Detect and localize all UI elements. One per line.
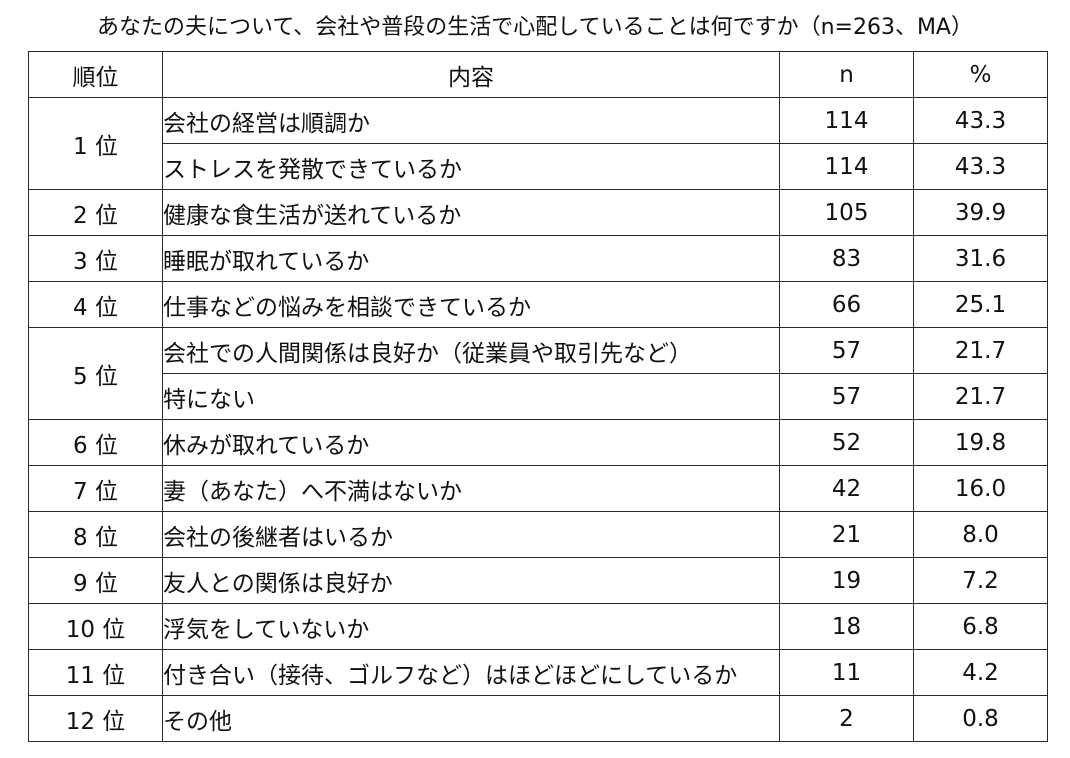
table-row: 4 位仕事などの悩みを相談できているか 66 25.1	[28, 281, 1048, 328]
rank-cell: 3 位	[28, 235, 163, 282]
rank-cell: 8 位	[28, 511, 163, 558]
n-cell: 52	[779, 419, 914, 466]
pct-cell: 6.8	[913, 603, 1048, 650]
n-cell: 18	[779, 603, 914, 650]
pct-cell: 0.8	[913, 695, 1048, 742]
header-pct: %	[913, 51, 1048, 98]
n-cell: 11	[779, 649, 914, 696]
table-row: 6 位休みが取れているか 52 19.8	[28, 419, 1048, 466]
item-cell: 付き合い（接待、ゴルフなど）はほどほどにしているか	[162, 649, 780, 696]
rank-cell: 1 位	[28, 97, 163, 190]
rank-cell: 11 位	[28, 649, 163, 696]
n-cell: 42	[779, 465, 914, 512]
table-row: 1 位会社の経営は順調か 114 43.3	[28, 97, 1048, 190]
rank-cell: 2 位	[28, 189, 163, 236]
rank-cell: 10 位	[28, 603, 163, 650]
pct-cell: 21.7	[913, 327, 1048, 374]
n-cell: 2	[779, 695, 914, 742]
header-rank: 順位	[28, 51, 163, 98]
table-row: 9 位友人との関係は良好か 19 7.2	[28, 557, 1048, 604]
pct-cell: 43.3	[913, 97, 1048, 144]
pct-cell: 25.1	[913, 281, 1048, 328]
n-cell: 19	[779, 557, 914, 604]
rank-cell: 5 位	[28, 327, 163, 420]
rank-cell: 4 位	[28, 281, 163, 328]
item-cell: 特にない	[162, 373, 780, 420]
pct-cell: 39.9	[913, 189, 1048, 236]
item-cell: 友人との関係は良好か	[162, 557, 780, 604]
item-cell: ストレスを発散できているか	[162, 143, 780, 190]
item-cell: 仕事などの悩みを相談できているか	[162, 281, 780, 328]
rank-cell: 7 位	[28, 465, 163, 512]
pct-cell: 7.2	[913, 557, 1048, 604]
chart-title: あなたの夫について、会社や普段の生活で心配していることは何ですか（n=263、M…	[97, 15, 973, 40]
item-cell: 妻（あなた）へ不満はないか	[162, 465, 780, 512]
n-cell: 21	[779, 511, 914, 558]
header-n: n	[779, 51, 914, 98]
n-cell: 57	[779, 327, 914, 374]
table-row: 5 位会社での人間関係は良好か（従業員や取引先など） 57 21.7	[28, 327, 1048, 420]
item-cell: 健康な食生活が送れているか	[162, 189, 780, 236]
pct-cell: 31.6	[913, 235, 1048, 282]
pct-cell: 8.0	[913, 511, 1048, 558]
table-row: 10 位浮気をしていないか 18 6.8	[28, 603, 1048, 650]
item-cell: 休みが取れているか	[162, 419, 780, 466]
pct-cell: 4.2	[913, 649, 1048, 696]
item-cell: 会社の後継者はいるか	[162, 511, 780, 558]
rank-cell: 6 位	[28, 419, 163, 466]
pct-cell: 16.0	[913, 465, 1048, 512]
item-cell: 会社の経営は順調か	[162, 97, 780, 144]
pct-cell: 43.3	[913, 143, 1048, 190]
table-body: 1 位会社の経営は順調か 114 43.3 ストレスを発散できているか 114 43.3 2…	[28, 97, 1048, 742]
table-row: 11 位付き合い（接待、ゴルフなど）はほどほどにしているか 11 4.2	[28, 649, 1048, 696]
item-cell: 会社での人間関係は良好か（従業員や取引先など）	[162, 327, 780, 374]
table-row: 特にない 57 21.7	[29, 373, 1048, 420]
rank-cell: 12 位	[28, 695, 163, 742]
header-item: 内容	[162, 51, 780, 98]
table-row: 3 位睡眠が取れているか 83 31.6	[28, 235, 1048, 282]
n-cell: 114	[779, 97, 914, 144]
n-cell: 114	[779, 143, 914, 190]
item-cell: 浮気をしていないか	[162, 603, 780, 650]
rank-cell: 9 位	[28, 557, 163, 604]
table-row: 7 位妻（あなた）へ不満はないか 42 16.0	[28, 465, 1048, 512]
table-row: 8 位会社の後継者はいるか 21 8.0	[28, 511, 1048, 558]
item-cell: その他	[162, 695, 780, 742]
n-cell: 83	[779, 235, 914, 282]
header-row: 順位 内容 n %	[28, 51, 1048, 98]
pct-cell: 19.8	[913, 419, 1048, 466]
pct-cell: 21.7	[913, 373, 1048, 420]
table-row: ストレスを発散できているか 114 43.3	[29, 143, 1048, 190]
n-cell: 105	[779, 189, 914, 236]
table-row: 2 位健康な食生活が送れているか 105 39.9	[28, 189, 1048, 236]
ranking-table: 順位 内容 n % 1 位会社の経営は順調か 114 43.3 ストレスを発散できてい…	[28, 51, 1048, 742]
n-cell: 57	[779, 373, 914, 420]
item-cell: 睡眠が取れているか	[162, 235, 780, 282]
table-row: 12 位その他 2 0.8	[28, 695, 1048, 742]
n-cell: 66	[779, 281, 914, 328]
